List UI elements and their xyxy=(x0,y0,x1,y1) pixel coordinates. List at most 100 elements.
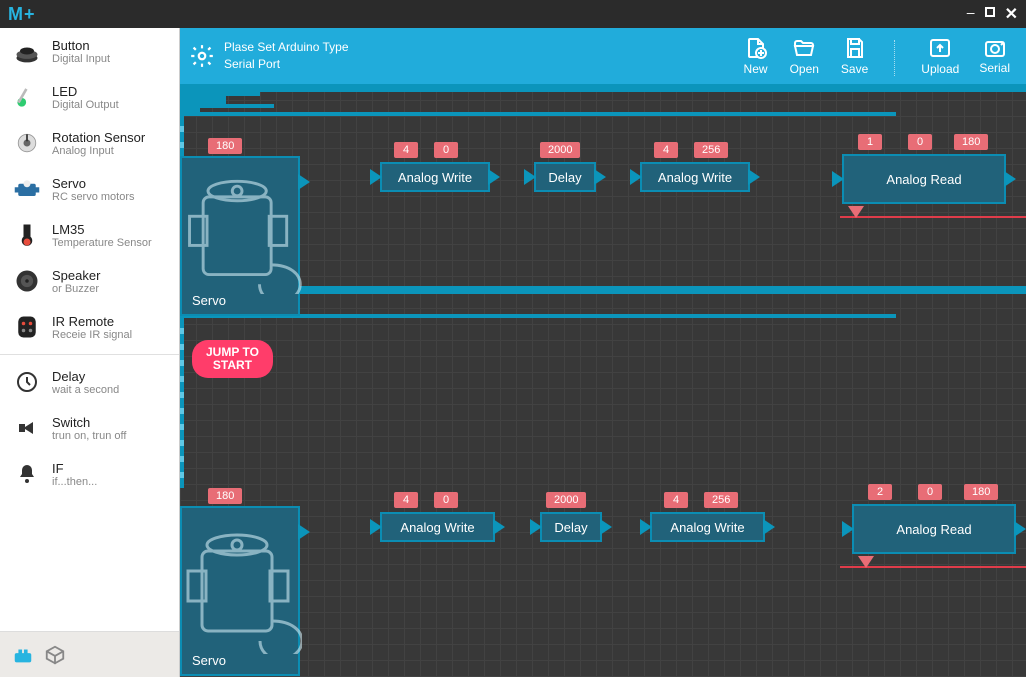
value-tag[interactable]: 4 xyxy=(394,142,418,158)
block-analog-write[interactable]: Analog Write xyxy=(650,512,765,542)
value-tag[interactable]: 180 xyxy=(208,488,242,504)
sidebar-item-subtitle: Temperature Sensor xyxy=(52,237,152,249)
value-tag[interactable]: 4 xyxy=(394,492,418,508)
package-mode-button[interactable] xyxy=(44,644,66,666)
value-tag[interactable]: 180 xyxy=(208,138,242,154)
value-tag[interactable]: 4 xyxy=(664,492,688,508)
port-out[interactable] xyxy=(763,519,775,535)
sidebar-item-rotation-sensor[interactable]: Rotation SensorAnalog Input xyxy=(0,120,179,166)
sidebar-item-delay[interactable]: Delaywait a second xyxy=(0,359,179,405)
button-icon xyxy=(12,36,42,66)
close-button[interactable]: ✕ xyxy=(1005,4,1018,24)
jump-to-start-badge[interactable]: Jump toStart xyxy=(192,340,273,378)
sidebar-item-ir-remote[interactable]: IR RemoteReceie IR signal xyxy=(0,304,179,350)
port-down[interactable] xyxy=(858,556,874,568)
sidebar-item-title: LM35 xyxy=(52,222,152,237)
sidebar-item-title: LED xyxy=(52,84,119,99)
block-servo[interactable]: Servo xyxy=(180,156,300,316)
clock-icon xyxy=(12,367,42,397)
value-tag[interactable]: 2 xyxy=(868,484,892,500)
new-button[interactable]: New xyxy=(744,36,768,76)
sidebar-item-title: IR Remote xyxy=(52,314,132,329)
port-out[interactable] xyxy=(600,519,612,535)
toolbar: Plase Set Arduino Type Serial Port New O… xyxy=(180,28,1026,84)
sidebar-item-if[interactable]: IFif...then... xyxy=(0,451,179,497)
new-label: New xyxy=(744,62,768,76)
port-in[interactable] xyxy=(370,169,382,185)
wire xyxy=(180,318,184,408)
wire xyxy=(180,112,896,116)
value-tag[interactable]: 0 xyxy=(434,492,458,508)
port-in[interactable] xyxy=(832,171,844,187)
blocks-mode-button[interactable] xyxy=(12,644,34,666)
block-analog-write[interactable]: Analog Write xyxy=(640,162,750,192)
block-label: Analog Read xyxy=(886,522,981,537)
port-in[interactable] xyxy=(370,519,382,535)
port-in[interactable] xyxy=(640,519,652,535)
jump-line2: Start xyxy=(206,359,259,372)
value-tag[interactable]: 2000 xyxy=(546,492,586,508)
save-label: Save xyxy=(841,62,868,76)
port-in[interactable] xyxy=(530,519,542,535)
value-tag[interactable]: 256 xyxy=(704,492,738,508)
port-out[interactable] xyxy=(748,169,760,185)
sidebar-item-led[interactable]: LEDDigital Output xyxy=(0,74,179,120)
open-button[interactable]: Open xyxy=(790,36,819,76)
value-tag[interactable]: 0 xyxy=(918,484,942,500)
upload-button[interactable]: Upload xyxy=(921,36,959,76)
port-out[interactable] xyxy=(1014,521,1026,537)
port-out[interactable] xyxy=(298,524,310,540)
rotation-icon xyxy=(12,128,42,158)
value-tag[interactable]: 0 xyxy=(434,142,458,158)
sidebar-item-subtitle: or Buzzer xyxy=(52,283,100,295)
value-tag[interactable]: 4 xyxy=(654,142,678,158)
sidebar-item-switch[interactable]: Switchtrun on, trun off xyxy=(0,405,179,451)
port-in[interactable] xyxy=(842,521,854,537)
canvas[interactable]: Servo180Analog Write40Delay2000Analog Wr… xyxy=(180,84,1026,677)
port-out[interactable] xyxy=(1004,171,1016,187)
block-servo[interactable]: Servo xyxy=(180,506,300,676)
block-delay[interactable]: Delay xyxy=(534,162,596,192)
port-out[interactable] xyxy=(493,519,505,535)
minimize-button[interactable]: – xyxy=(967,4,975,24)
value-tag[interactable]: 256 xyxy=(694,142,728,158)
sidebar-item-subtitle: Digital Input xyxy=(52,53,110,65)
sidebar-item-button[interactable]: ButtonDigital Input xyxy=(0,28,179,74)
block-analog-write[interactable]: Analog Write xyxy=(380,512,495,542)
port-in[interactable] xyxy=(524,169,536,185)
sidebar-item-speaker[interactable]: Speakeror Buzzer xyxy=(0,258,179,304)
sidebar-item-title: Delay xyxy=(52,369,119,384)
port-down[interactable] xyxy=(848,206,864,218)
sidebar-item-lm35[interactable]: LM35Temperature Sensor xyxy=(0,212,179,258)
port-out[interactable] xyxy=(594,169,606,185)
value-tag[interactable]: 2000 xyxy=(540,142,580,158)
sidebar-item-title: Switch xyxy=(52,415,126,430)
value-tag[interactable]: 180 xyxy=(964,484,998,500)
block-analog-read[interactable]: Analog Read xyxy=(852,504,1016,554)
save-button[interactable]: Save xyxy=(841,36,868,76)
settings-gear-icon[interactable] xyxy=(180,43,224,69)
value-tag[interactable]: 0 xyxy=(908,134,932,150)
sidebar-item-subtitle: Receie IR signal xyxy=(52,329,132,341)
sidebar-footer xyxy=(0,631,179,677)
sidebar-item-title: IF xyxy=(52,461,97,476)
wire xyxy=(180,408,184,488)
block-analog-read[interactable]: Analog Read xyxy=(842,154,1006,204)
sidebar-item-subtitle: trun on, trun off xyxy=(52,430,126,442)
led-icon xyxy=(12,82,42,112)
serial-button[interactable]: Serial xyxy=(979,37,1010,75)
block-label: Delay xyxy=(538,170,591,185)
sidebar-item-servo[interactable]: ServoRC servo motors xyxy=(0,166,179,212)
port-in[interactable] xyxy=(630,169,642,185)
toolbar-status: Plase Set Arduino Type Serial Port xyxy=(224,39,349,73)
block-analog-write[interactable]: Analog Write xyxy=(380,162,490,192)
block-delay[interactable]: Delay xyxy=(540,512,602,542)
status-line-2: Serial Port xyxy=(224,56,349,73)
port-out[interactable] xyxy=(298,174,310,190)
value-tag[interactable]: 180 xyxy=(954,134,988,150)
maximize-button[interactable] xyxy=(985,4,995,24)
value-tag[interactable]: 1 xyxy=(858,134,882,150)
port-out[interactable] xyxy=(488,169,500,185)
status-line-1: Plase Set Arduino Type xyxy=(224,39,349,56)
lm35-icon xyxy=(12,220,42,250)
